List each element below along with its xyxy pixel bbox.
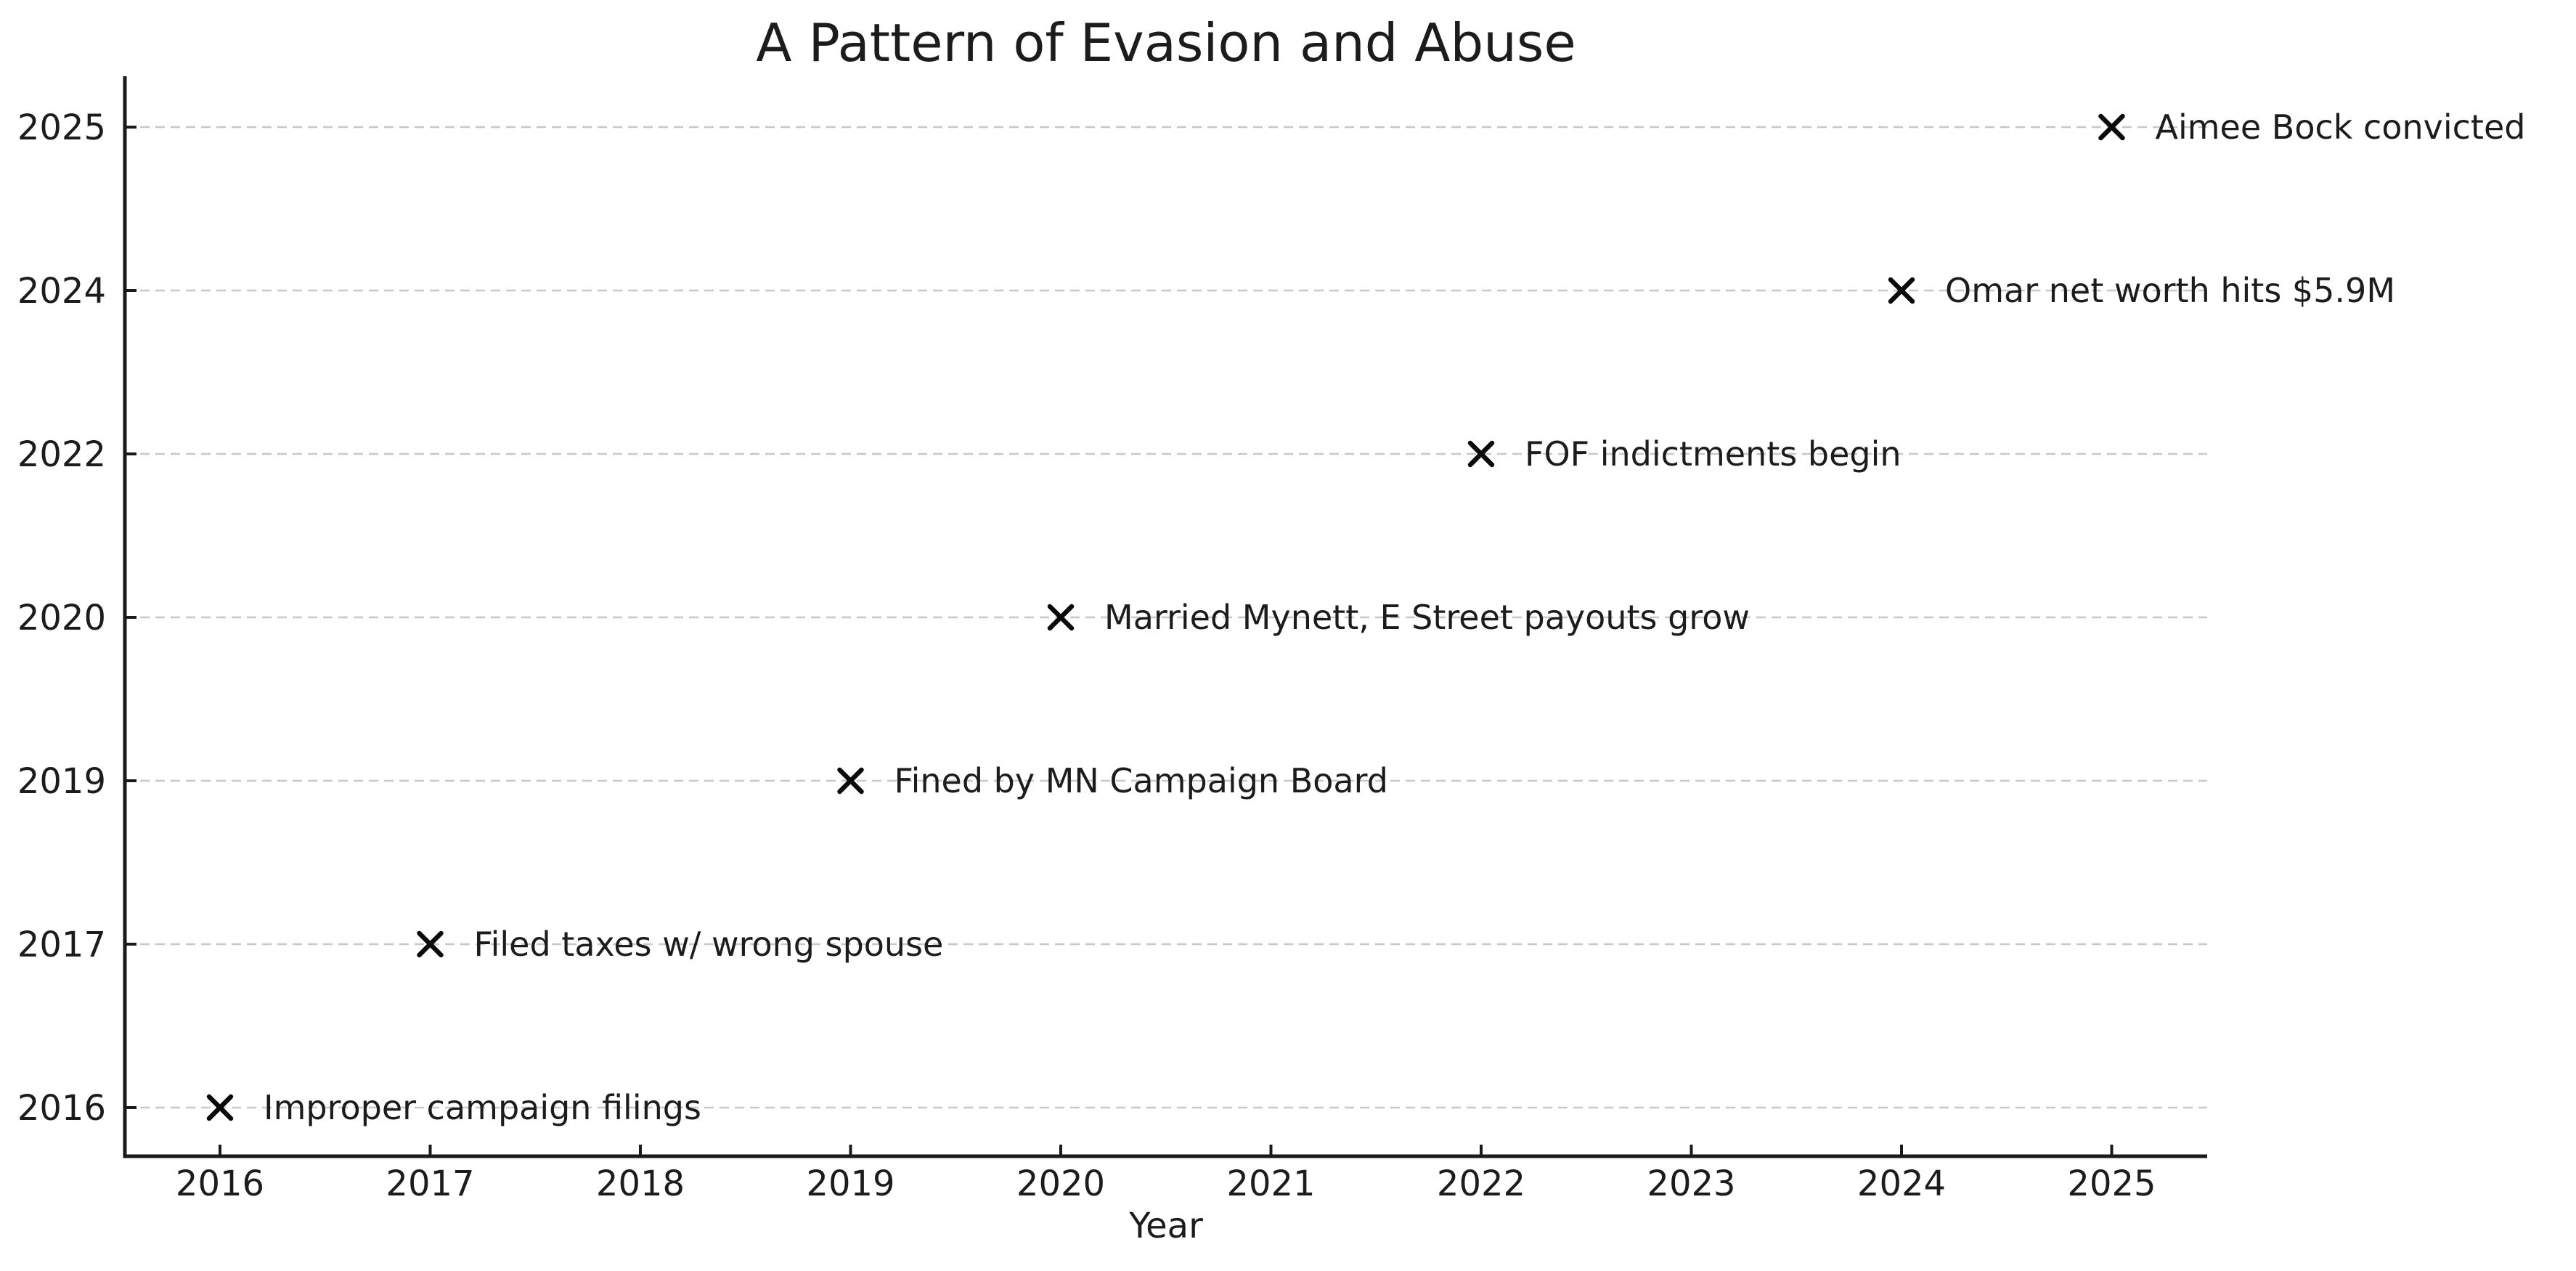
event-marker-icon bbox=[206, 1094, 234, 1121]
x-tick-label-2024: 2024 bbox=[1857, 1164, 1946, 1204]
event-marker-icon bbox=[1467, 440, 1495, 468]
x-tick-label-2022: 2022 bbox=[1437, 1164, 1525, 1204]
y-tick-label-2025: 2025 bbox=[17, 107, 106, 148]
event-label: Aimee Bock convicted bbox=[2156, 107, 2526, 147]
event-label: FOF indictments begin bbox=[1525, 434, 1902, 474]
x-tick-label-2021: 2021 bbox=[1226, 1164, 1315, 1204]
x-tick-label-2025: 2025 bbox=[2067, 1164, 2156, 1204]
event-label: Fined by MN Campaign Board bbox=[894, 761, 1388, 800]
chart-title: A Pattern of Evasion and Abuse bbox=[756, 12, 1576, 73]
event-marker-icon bbox=[1888, 277, 1915, 304]
x-tick-label-2016: 2016 bbox=[176, 1164, 264, 1204]
event-label: Married Mynett, E Street payouts grow bbox=[1104, 598, 1750, 637]
y-tick-label-2022: 2022 bbox=[17, 434, 106, 475]
x-tick-label-2023: 2023 bbox=[1647, 1164, 1735, 1204]
x-tick-label-2019: 2019 bbox=[806, 1164, 894, 1204]
y-tick-label-2016: 2016 bbox=[17, 1088, 106, 1129]
x-tick-label-2018: 2018 bbox=[596, 1164, 685, 1204]
y-tick-label-2017: 2017 bbox=[17, 925, 106, 965]
y-tick-label-2024: 2024 bbox=[17, 271, 106, 312]
x-tick-label-2020: 2020 bbox=[1016, 1164, 1105, 1204]
event-label: Improper campaign filings bbox=[264, 1088, 701, 1127]
event-label: Omar net worth hits $5.9M bbox=[1945, 271, 2395, 310]
event-marker-icon bbox=[1047, 604, 1075, 631]
event-marker-icon bbox=[2098, 113, 2125, 141]
x-axis-title: Year bbox=[1129, 1206, 1203, 1246]
event-label: Filed taxes w/ wrong spouse bbox=[474, 925, 944, 964]
x-tick-label-2017: 2017 bbox=[386, 1164, 474, 1204]
y-tick-label-2019: 2019 bbox=[17, 761, 106, 802]
y-tick-label-2020: 2020 bbox=[17, 598, 106, 638]
event-marker-icon bbox=[417, 930, 444, 958]
event-marker-icon bbox=[837, 767, 864, 795]
